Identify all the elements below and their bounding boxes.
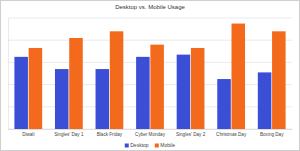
x-tick: Boxing Day	[260, 129, 284, 137]
y-axis	[8, 19, 10, 130]
x-tick-label: Christmas Day	[216, 132, 247, 137]
title: Desktop vs. Mobile Usage	[115, 4, 185, 10]
bars	[14, 24, 285, 129]
x-tick: Christmas Day	[216, 129, 247, 137]
y-axis-line	[8, 19, 9, 130]
grid-line	[8, 18, 292, 19]
x-axis: Diwali Singles' Day 1 Black Friday Cyber Mo…	[9, 129, 293, 137]
x-tick-label: Diwali	[22, 132, 34, 137]
chart: Desktop vs. Mobile Usage Diwali Singles' D…	[0, 0, 300, 151]
legend-swatch	[155, 144, 159, 148]
x-tick: Singles' Day 1	[54, 129, 84, 137]
bar	[191, 48, 205, 129]
x-tick: Diwali	[22, 129, 34, 137]
x-tick: Singles' Day 2	[176, 129, 206, 137]
x-tick-label: Singles' Day 1	[54, 132, 84, 137]
legend-item: Desktop	[125, 142, 149, 148]
grid-line	[8, 62, 292, 63]
bar	[231, 24, 245, 129]
series-1	[29, 24, 286, 129]
bar	[150, 45, 164, 129]
legend-swatch	[125, 144, 129, 148]
grid	[8, 18, 292, 129]
bar	[217, 79, 231, 129]
grid-line	[8, 84, 292, 85]
x-tick-label: Boxing Day	[260, 132, 284, 137]
bar	[177, 55, 191, 129]
x-tick-label: Singles' Day 2	[176, 132, 206, 137]
bar	[110, 31, 124, 129]
legend: Desktop Mobile	[125, 142, 176, 148]
grid-line	[8, 40, 292, 41]
bar	[136, 57, 150, 129]
x-axis-line	[9, 129, 293, 130]
x-tick-label: Black Friday	[97, 132, 123, 137]
grid-line	[8, 129, 292, 130]
legend-item: Mobile	[155, 142, 175, 148]
bar	[69, 38, 83, 129]
bar	[14, 57, 28, 129]
chart-frame	[1, 1, 300, 151]
x-tick: Black Friday	[97, 129, 123, 137]
bar	[272, 31, 286, 129]
bar	[29, 48, 43, 129]
x-tick-label: Cyber Monday	[135, 132, 166, 137]
x-tick: Cyber Monday	[135, 129, 166, 137]
bar	[55, 69, 69, 129]
bar	[258, 72, 272, 129]
legend-label: Mobile	[160, 142, 175, 148]
bar	[96, 69, 110, 129]
plot: Diwali Singles' Day 1 Black Friday Cyber Mo…	[8, 18, 293, 137]
grid-line	[8, 106, 292, 107]
legend-label: Desktop	[130, 142, 149, 148]
